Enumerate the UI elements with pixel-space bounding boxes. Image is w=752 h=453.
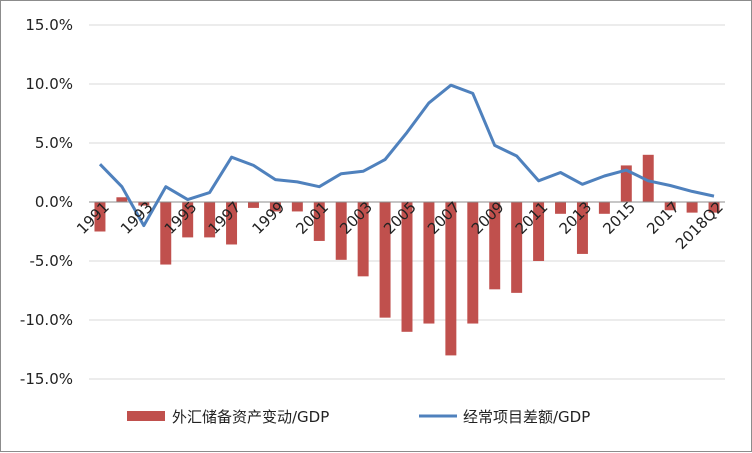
bar-reserve-change [533,202,545,261]
bar-reserve-change [423,202,435,324]
legend: 外汇储备资产变动/GDP 经常项目差额/GDP [127,408,590,426]
line-series [98,83,715,228]
bar-reserve-change [291,202,303,212]
bar-reserve-change [138,202,150,206]
bar-reserve-change [445,202,457,356]
y-tick-label: 15.0% [25,16,73,34]
line-current-account [98,83,715,228]
y-tick-label: 10.0% [25,75,73,93]
legend-label-current-account: 经常项目差额/GDP [463,408,590,426]
y-tick-label: 0.0% [35,193,73,211]
bar-series [94,154,720,356]
x-tick-label: 1991 [73,198,113,238]
bar-reserve-change [708,202,720,213]
bar-reserve-change [401,202,413,332]
x-tick-label: 2018Q2 [672,198,727,253]
bar-reserve-change [686,202,698,213]
bar-reserve-change [204,202,216,238]
bar-reserve-change [313,202,325,241]
legend-label-reserve-change: 外汇储备资产变动/GDP [172,408,329,426]
bar-reserve-change [664,202,676,211]
y-axis-ticks: 15.0% 10.0% 5.0% 0.0% -5.0% -10.0% -15.0% [20,16,73,388]
bar-reserve-change [511,202,523,293]
bar-reserve-change [467,202,479,324]
x-tick-label: 1993 [117,198,157,238]
y-tick-label: -10.0% [20,311,73,329]
bar-reserve-change [489,202,501,290]
bar-reserve-change [335,202,347,260]
bar-reserve-change [226,202,238,245]
bar-reserve-change [642,154,654,202]
bar-reserve-change [598,202,610,214]
x-tick-label: 2017 [643,198,683,238]
bar-reserve-change [357,202,369,277]
bar-reserve-change [94,202,106,232]
bar-reserve-change [576,202,588,254]
bar-reserve-change [269,202,281,212]
bar-reserve-change [182,202,194,238]
bar-reserve-change [379,202,391,318]
y-tick-label: -5.0% [29,252,73,270]
bar-reserve-change [116,197,128,202]
bar-reserve-change [555,202,566,214]
y-tick-label: 5.0% [35,134,73,152]
y-tick-label: -15.0% [20,370,73,388]
bar-reserve-change [248,202,259,208]
bar-reserve-change [620,165,632,202]
legend-swatch-reserve-change [127,411,165,421]
bar-reserve-change [160,202,172,265]
